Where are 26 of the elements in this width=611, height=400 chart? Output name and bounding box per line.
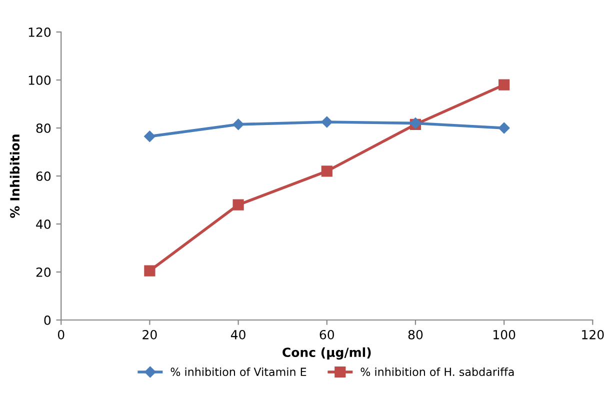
x-tick-label: 0 <box>58 330 64 340</box>
x-tick-label: 40 <box>230 330 246 340</box>
y-axis-title: % Inhibition <box>10 134 20 218</box>
legend-label: % inhibition of Vitamin E <box>170 367 306 376</box>
y-tick-label: 60 <box>36 171 51 181</box>
point <box>321 116 332 128</box>
y-tick-label: 100 <box>28 75 51 85</box>
y-tick-label: 80 <box>36 123 51 133</box>
point <box>498 79 510 90</box>
x-tick-label: 80 <box>408 330 423 340</box>
legend-label: % inhibition of H. sabdariffa <box>360 367 514 376</box>
y-tick-label: 40 <box>36 219 51 229</box>
x-axis-title: Conc (µg/ml) <box>282 347 371 360</box>
point <box>321 166 332 177</box>
point <box>232 118 244 130</box>
x-tick-label: 20 <box>142 330 157 340</box>
x-tick-label: 100 <box>494 330 516 340</box>
y-tick-label: 20 <box>36 267 51 277</box>
point <box>144 130 156 142</box>
y-tick-label: 0 <box>44 315 51 325</box>
y-tick-label: 120 <box>28 27 51 37</box>
x-tick-label: 60 <box>320 330 334 340</box>
point <box>498 122 510 134</box>
point <box>232 199 244 210</box>
x-tick-label: 120 <box>582 330 604 340</box>
point <box>144 265 156 276</box>
